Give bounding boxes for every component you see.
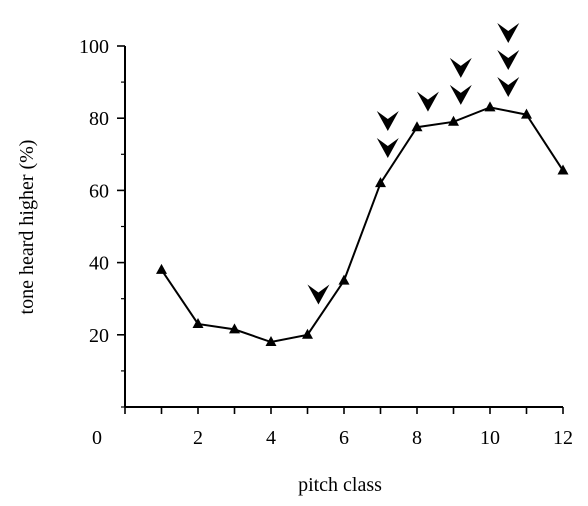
arrowhead-marker-4-2 [497, 22, 520, 43]
data-point-4 [265, 336, 277, 347]
x-origin-label: 0 [92, 427, 102, 449]
series-line-0 [160, 106, 564, 344]
axes [124, 46, 563, 408]
data-point-12 [557, 164, 569, 175]
arrowhead-marker-3-0 [449, 84, 472, 105]
x-tick-label-4: 4 [266, 427, 276, 449]
data-point-3 [229, 323, 240, 334]
tick-marks [117, 45, 564, 414]
arrowhead-marker-3-1 [449, 57, 472, 78]
y-tick-label-60: 60 [89, 180, 109, 202]
data-point-10 [484, 101, 496, 112]
arrowhead-marker-2-0 [416, 91, 439, 112]
data-point-9 [448, 115, 459, 126]
x-tick-label-6: 6 [339, 427, 349, 449]
y-tick-label-20: 20 [89, 325, 109, 347]
arrowhead-marker-4-0 [497, 76, 520, 97]
y-axis-title: tone heard higher (%) [16, 140, 38, 315]
x-tick-label-12: 12 [553, 427, 573, 449]
data-point-8 [411, 121, 423, 132]
data-point-2 [192, 317, 204, 328]
data-point-11 [521, 108, 532, 119]
tick-labels: 2 4 6 8 10 12 0 20 40 60 80 100 [79, 36, 573, 449]
arrowhead-marker-4-1 [497, 49, 520, 70]
data-point-6 [338, 274, 350, 285]
y-tick-label-100: 100 [79, 36, 109, 58]
x-tick-label-8: 8 [412, 427, 422, 449]
y-tick-label-80: 80 [89, 108, 109, 130]
arrowhead-marker-0-0 [307, 284, 330, 305]
series-layer [156, 101, 569, 347]
x-tick-label-10: 10 [480, 427, 500, 449]
arrowhead-marker-1-0 [376, 137, 399, 158]
arrowhead-marker-1-1 [376, 110, 399, 131]
data-point-1 [156, 263, 167, 274]
x-tick-label-2: 2 [193, 427, 203, 449]
annotation-layer [307, 22, 520, 305]
data-point-7 [375, 177, 386, 188]
y-tick-label-40: 40 [89, 253, 109, 275]
x-axis-title: pitch class [298, 474, 382, 496]
data-point-5 [302, 328, 313, 339]
